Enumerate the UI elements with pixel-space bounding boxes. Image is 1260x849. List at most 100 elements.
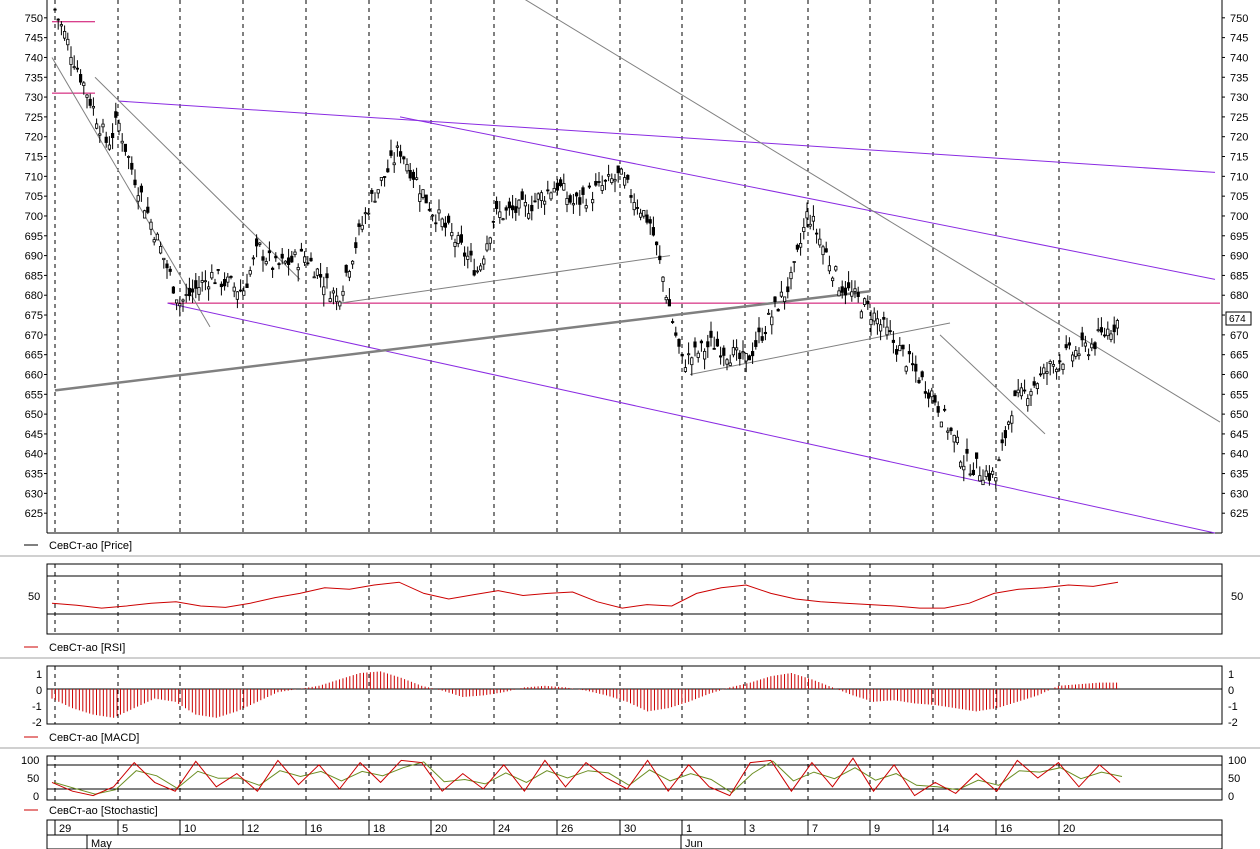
candle-body	[757, 327, 761, 333]
candle-body	[203, 280, 207, 283]
candle-body	[104, 136, 108, 143]
candle-body	[200, 280, 204, 283]
candle-body	[408, 170, 412, 179]
candle-body	[1071, 354, 1075, 362]
candle-body	[693, 341, 697, 348]
candle-body	[907, 351, 912, 355]
last-price-badge: 674	[1225, 311, 1252, 326]
candle-body	[107, 144, 111, 150]
trend-line	[689, 322, 951, 375]
candle-body	[818, 238, 822, 246]
price-tick-label: 720	[25, 132, 43, 144]
candle-body	[923, 391, 928, 394]
candle-body	[386, 168, 390, 173]
candle-body	[802, 226, 806, 232]
time-day-label: 12	[247, 823, 259, 835]
price-tick-label: 655	[25, 389, 43, 401]
candle-body	[95, 123, 99, 129]
candle-body	[187, 287, 191, 297]
candle-body	[555, 182, 560, 191]
candle-body	[1103, 334, 1107, 337]
macd-tick-0: 0	[36, 685, 42, 697]
candle-body	[504, 207, 508, 211]
macd-tick-minus1: -1	[32, 701, 42, 713]
candle-body	[405, 163, 409, 172]
candle-body	[63, 31, 67, 39]
candle-body	[645, 214, 649, 223]
candle-body	[197, 287, 201, 295]
candle-body	[238, 289, 243, 292]
candle-body	[642, 210, 646, 217]
last-price-label: 674	[1229, 314, 1246, 325]
candle-body	[703, 350, 707, 360]
candle-body	[1061, 363, 1065, 370]
candle-body	[978, 475, 982, 482]
candle-body	[354, 242, 358, 249]
price-tick-label: 635	[25, 469, 43, 481]
candle-body	[1083, 342, 1087, 347]
candle-body	[965, 448, 969, 454]
candle-body	[168, 268, 172, 272]
price-tick-label: 725	[1230, 112, 1248, 124]
candle-body	[111, 133, 115, 139]
price-tick-label: 635	[1230, 469, 1248, 481]
candle-body	[146, 206, 150, 213]
candle-body	[872, 312, 876, 322]
candle-body	[190, 288, 195, 293]
candle-body	[347, 271, 352, 278]
candle-body	[687, 353, 691, 356]
candle-body	[1058, 360, 1062, 363]
candle-body	[120, 140, 124, 144]
candle-body	[536, 193, 540, 200]
candle-body	[952, 434, 956, 443]
candle-body	[533, 200, 537, 203]
candle-body	[520, 191, 524, 200]
candle-body	[658, 255, 662, 261]
candle-body	[975, 452, 979, 459]
candle-body	[927, 392, 931, 399]
candle-body	[360, 224, 364, 230]
candle-body	[1099, 327, 1103, 333]
candle-body	[773, 296, 777, 303]
trend-line	[524, 0, 1221, 423]
candle-body	[549, 192, 553, 200]
candle-body	[162, 257, 166, 261]
time-day-label: 24	[498, 823, 510, 835]
rsi-tick-right: 50	[1231, 591, 1243, 603]
candle-body	[587, 185, 592, 188]
candle-body	[869, 319, 873, 326]
candle-body	[174, 299, 179, 304]
candle-body	[674, 332, 678, 336]
candle-body	[741, 351, 745, 354]
candle-body	[411, 171, 416, 180]
candle-body	[626, 174, 630, 180]
candle-body	[629, 195, 633, 198]
candle-body	[309, 257, 313, 262]
candle-body	[527, 213, 531, 219]
stochastic-legend: СевСт-ао [Stochastic]	[24, 805, 158, 817]
candle-body	[149, 221, 153, 230]
candle-body	[847, 282, 851, 289]
candle-body	[955, 436, 960, 444]
candle-body	[562, 183, 566, 191]
candle-body	[1074, 350, 1078, 357]
candle-body	[226, 276, 230, 283]
candle-body	[680, 353, 684, 357]
candle-body	[699, 340, 704, 344]
candle-body	[443, 222, 448, 228]
candle-body	[482, 258, 486, 265]
stoch-tick-0-right: 0	[1228, 791, 1234, 803]
macd-tick-1-right: 1	[1228, 669, 1234, 681]
time-axis: 29 5 10 12 16 18 20 24 26 30 1 3 7 9 14 16 20 May Jun	[54, 820, 1075, 849]
stoch-tick-50: 50	[27, 773, 39, 785]
time-day-label: 5	[122, 823, 128, 835]
candle-body	[1029, 391, 1033, 396]
candle-body	[786, 286, 790, 293]
candle-body	[760, 336, 764, 341]
rsi-line	[51, 581, 1119, 609]
candle-body	[440, 218, 444, 228]
price-tick-label: 660	[1230, 369, 1248, 381]
price-tick-label: 715	[1230, 152, 1248, 164]
candle-body	[478, 265, 483, 271]
